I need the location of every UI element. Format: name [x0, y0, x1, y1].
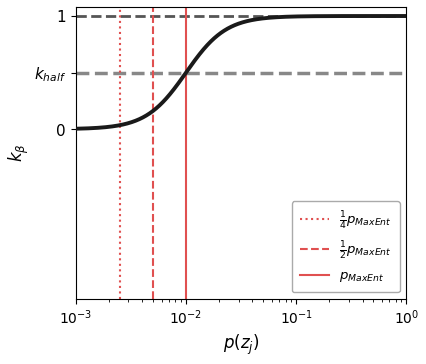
- X-axis label: $p(z_j)$: $p(z_j)$: [223, 333, 259, 357]
- Y-axis label: $k_\beta$: $k_\beta$: [7, 144, 31, 162]
- Legend: $\frac{1}{4}p_{MaxEnt}$, $\frac{1}{2}p_{MaxEnt}$, $p_{MaxEnt}$: $\frac{1}{4}p_{MaxEnt}$, $\frac{1}{2}p_{…: [292, 201, 400, 292]
